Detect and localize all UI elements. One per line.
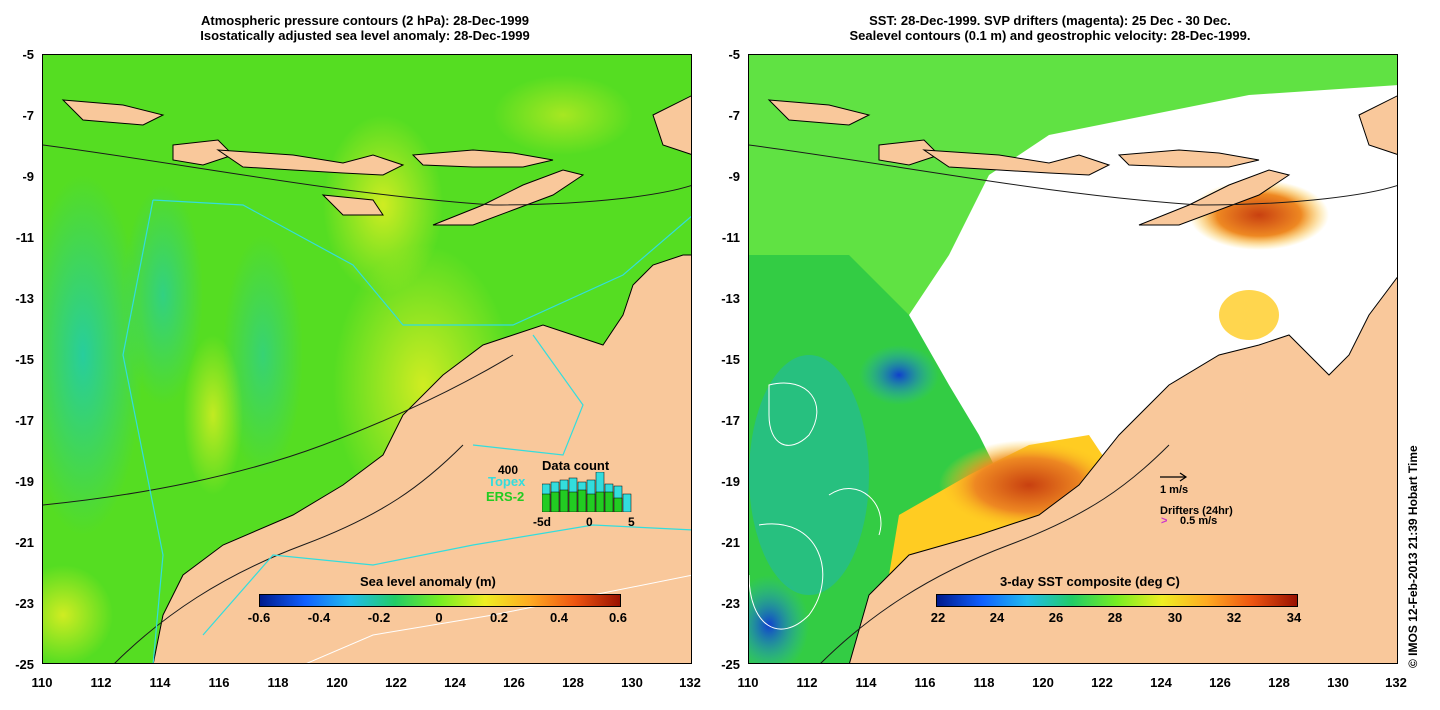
sst-map [748, 54, 1398, 664]
x-axis-tick: 114 [855, 675, 877, 690]
right-map-title: SST: 28-Dec-1999. SVP drifters (magenta)… [720, 13, 1380, 43]
legend-topex: Topex [488, 474, 526, 489]
x-axis-tick: 130 [621, 675, 643, 690]
data-count-xtick: 0 [586, 515, 593, 529]
y-axis-tick: -21 [721, 535, 740, 550]
x-axis-tick: 122 [1091, 675, 1113, 690]
y-axis-tick: -15 [721, 352, 740, 367]
drifters-label: Drifters (24hr) [1160, 505, 1233, 517]
sea-level-colorbar-tick: 0 [435, 610, 443, 625]
x-axis-tick: 132 [1385, 675, 1407, 690]
x-axis-tick: 132 [679, 675, 701, 690]
sst-colorbar-tick: 26 [1048, 610, 1064, 625]
sst-colorbar-tick: 32 [1226, 610, 1242, 625]
y-axis-tick: -19 [15, 474, 34, 489]
y-axis-tick: -11 [721, 230, 740, 245]
x-axis-tick: 122 [385, 675, 407, 690]
x-axis-tick: 114 [149, 675, 171, 690]
sea-level-colorbar-tick: 0.2 [489, 610, 509, 625]
y-axis-tick: -15 [15, 352, 34, 367]
data-count-title: Data count [542, 458, 610, 473]
x-axis-tick: 112 [796, 675, 818, 690]
y-axis-tick: -25 [15, 657, 34, 672]
x-axis-tick: 118 [973, 675, 995, 690]
x-axis-tick: 126 [503, 675, 525, 690]
sst-colorbar [936, 594, 1298, 607]
left-title-line-1: Atmospheric pressure contours (2 hPa): 2… [201, 13, 529, 28]
y-axis-tick: -5 [728, 47, 740, 62]
sea-level-colorbar-tick: 0.6 [608, 610, 628, 625]
y-axis-tick: -7 [728, 108, 740, 123]
sst-colorbar-tick: 30 [1167, 610, 1183, 625]
x-axis-tick: 116 [208, 675, 230, 690]
y-axis-tick: -17 [721, 413, 740, 428]
sea-level-colorbar-tick: -0.2 [367, 610, 391, 625]
y-axis-tick: -23 [721, 596, 740, 611]
right-title-line-2: Sealevel contours (0.1 m) and geostrophi… [849, 28, 1251, 43]
sst-colorbar-tick: 34 [1286, 610, 1302, 625]
y-axis-tick: -13 [15, 291, 34, 306]
sea-level-colorbar-tick: 0.4 [549, 610, 569, 625]
x-axis-tick: 120 [326, 675, 348, 690]
x-axis-tick: 128 [1268, 675, 1290, 690]
drifter-arrow-icon: > [1161, 515, 1168, 527]
y-axis-tick: -11 [15, 230, 34, 245]
x-axis-tick: 126 [1209, 675, 1231, 690]
y-axis-tick: -17 [15, 413, 34, 428]
sea-level-anomaly-map-graphic [43, 55, 691, 663]
y-axis-tick: -23 [15, 596, 34, 611]
sst-colorbar-tick: 28 [1107, 610, 1123, 625]
data-count-histogram [542, 472, 632, 512]
sst-colorbar-tick: 22 [930, 610, 946, 625]
sea-level-colorbar-tick: -0.4 [307, 610, 331, 625]
x-axis-tick: 112 [90, 675, 112, 690]
y-axis-tick: -21 [15, 535, 34, 550]
copyright-notice: © IMOS 12-Feb-2013 21:39 Hobart Time [1406, 445, 1420, 668]
legend-ers2: ERS-2 [486, 489, 525, 504]
x-axis-tick: 124 [444, 675, 466, 690]
velocity-scale-label: 1 m/s [1160, 484, 1189, 496]
sea-level-colorbar [259, 594, 621, 607]
x-axis-tick: 124 [1150, 675, 1172, 690]
x-axis-tick: 116 [914, 675, 936, 690]
right-title-line-1: SST: 28-Dec-1999. SVP drifters (magenta)… [869, 13, 1231, 28]
x-axis-tick: 110 [31, 675, 53, 690]
y-axis-tick: -5 [22, 47, 34, 62]
sea-level-colorbar-tick: -0.6 [247, 610, 271, 625]
data-count-xtick: -5d [533, 515, 551, 529]
left-title-line-2: Isostatically adjusted sea level anomaly… [200, 28, 530, 43]
y-axis-tick: -19 [721, 474, 740, 489]
data-count-xtick: 5 [628, 515, 635, 529]
x-axis-tick: 130 [1327, 675, 1349, 690]
x-axis-tick: 110 [737, 675, 759, 690]
sea-level-anomaly-map [42, 54, 692, 664]
y-axis-tick: -9 [22, 169, 34, 184]
drifters-speed-label: 0.5 m/s [1180, 515, 1218, 527]
sst-colorbar-title: 3-day SST composite (deg C) [1000, 574, 1180, 589]
velocity-scale-arrow-icon [1160, 472, 1188, 482]
y-axis-tick: -25 [721, 657, 740, 672]
y-axis-tick: -9 [728, 169, 740, 184]
y-axis-tick: -13 [721, 291, 740, 306]
x-axis-tick: 128 [562, 675, 584, 690]
data-count-max-label: 400 [498, 463, 519, 477]
x-axis-tick: 118 [267, 675, 289, 690]
sst-map-graphic [749, 55, 1397, 663]
sst-colorbar-tick: 24 [989, 610, 1005, 625]
sea-level-colorbar-title: Sea level anomaly (m) [360, 574, 496, 589]
y-axis-tick: -7 [22, 108, 34, 123]
x-axis-tick: 120 [1032, 675, 1054, 690]
left-map-title: Atmospheric pressure contours (2 hPa): 2… [35, 13, 695, 43]
